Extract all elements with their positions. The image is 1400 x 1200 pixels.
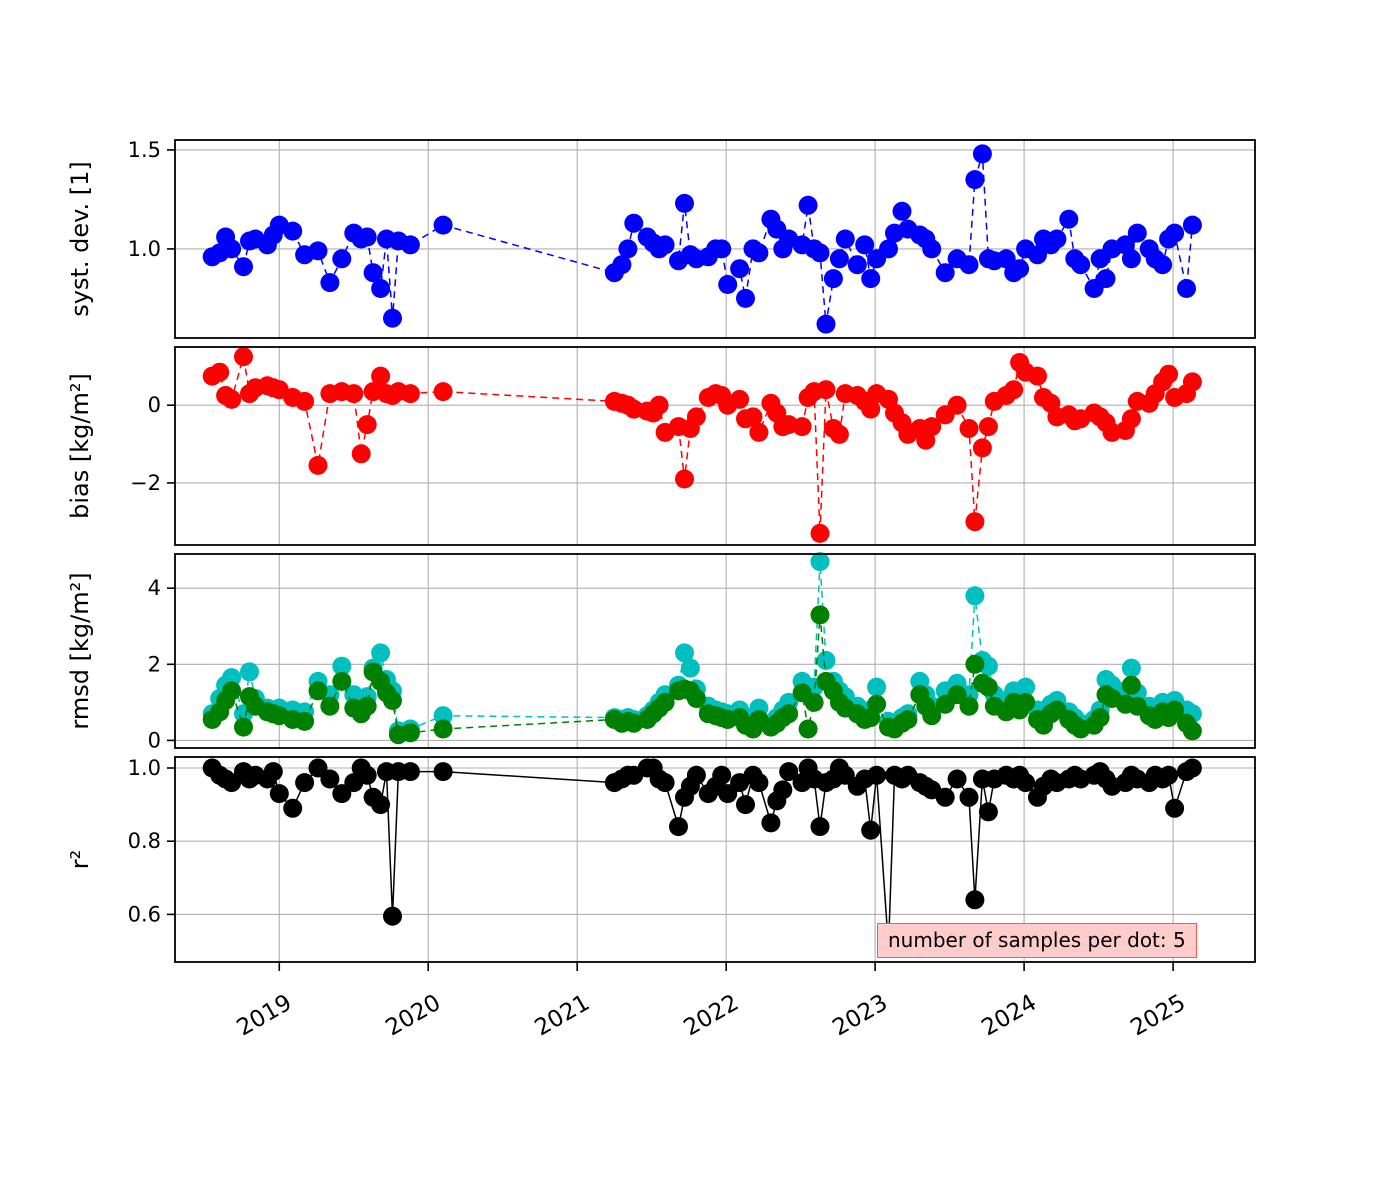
axes-box bbox=[174, 139, 1256, 339]
yticks-rmsd: 0 2 4 bbox=[148, 576, 175, 752]
ytick-label: 0 bbox=[148, 393, 161, 417]
grid-rmsd bbox=[175, 554, 1255, 748]
ytick-label: 2 bbox=[148, 652, 161, 676]
axes-box bbox=[174, 756, 1256, 963]
ylabel-syst-dev: syst. dev. [1] bbox=[66, 161, 94, 316]
ytick-label: 0 bbox=[148, 728, 161, 752]
axes-box bbox=[174, 346, 1256, 546]
grid-bias bbox=[175, 347, 1255, 545]
series-bias bbox=[202, 347, 1202, 543]
ytick-label: −2 bbox=[130, 471, 161, 495]
panel-syst-dev: 1.0 1.5 syst. dev. [1] bbox=[66, 138, 1256, 339]
xtick-label: 2025 bbox=[1126, 990, 1190, 1042]
grid-syst-dev bbox=[175, 140, 1255, 338]
ylabel-rmsd: rmsd [kg/m²] bbox=[66, 572, 94, 729]
yticks-r2: 0.6 0.8 1.0 bbox=[128, 756, 175, 926]
ytick-label: 0.6 bbox=[128, 902, 161, 926]
ytick-label: 1.0 bbox=[128, 756, 161, 780]
ylabel-bias: bias [kg/m²] bbox=[66, 373, 94, 519]
xtick-label: 2021 bbox=[530, 990, 594, 1042]
ytick-label: 4 bbox=[148, 576, 161, 600]
ytick-label: 1.0 bbox=[128, 237, 161, 261]
series-r2 bbox=[202, 758, 1202, 957]
xtick-label: 2023 bbox=[828, 990, 892, 1042]
ytick-label: 1.5 bbox=[128, 138, 161, 162]
xticks: 2019 2020 2021 2022 2023 2024 2025 bbox=[233, 962, 1190, 1042]
samples-annotation: number of samples per dot: 5 bbox=[877, 923, 1197, 958]
ytick-label: 0.8 bbox=[128, 829, 161, 853]
xtick-label: 2019 bbox=[233, 990, 297, 1042]
yticks-bias: −2 0 bbox=[130, 393, 175, 495]
yticks-syst-dev: 1.0 1.5 bbox=[128, 138, 175, 261]
panel-bias: −2 0 bias [kg/m²] bbox=[66, 346, 1256, 546]
axes-box bbox=[174, 553, 1256, 749]
xtick-label: 2024 bbox=[977, 990, 1041, 1042]
panel-rmsd: 0 2 4 rmsd [kg/m²] bbox=[66, 552, 1256, 752]
series-syst-dev bbox=[202, 144, 1202, 334]
xtick-label: 2020 bbox=[381, 990, 445, 1042]
ylabel-r2: r² bbox=[66, 850, 94, 870]
xtick-label: 2022 bbox=[679, 990, 743, 1042]
series-rmsd-green bbox=[202, 605, 1202, 745]
